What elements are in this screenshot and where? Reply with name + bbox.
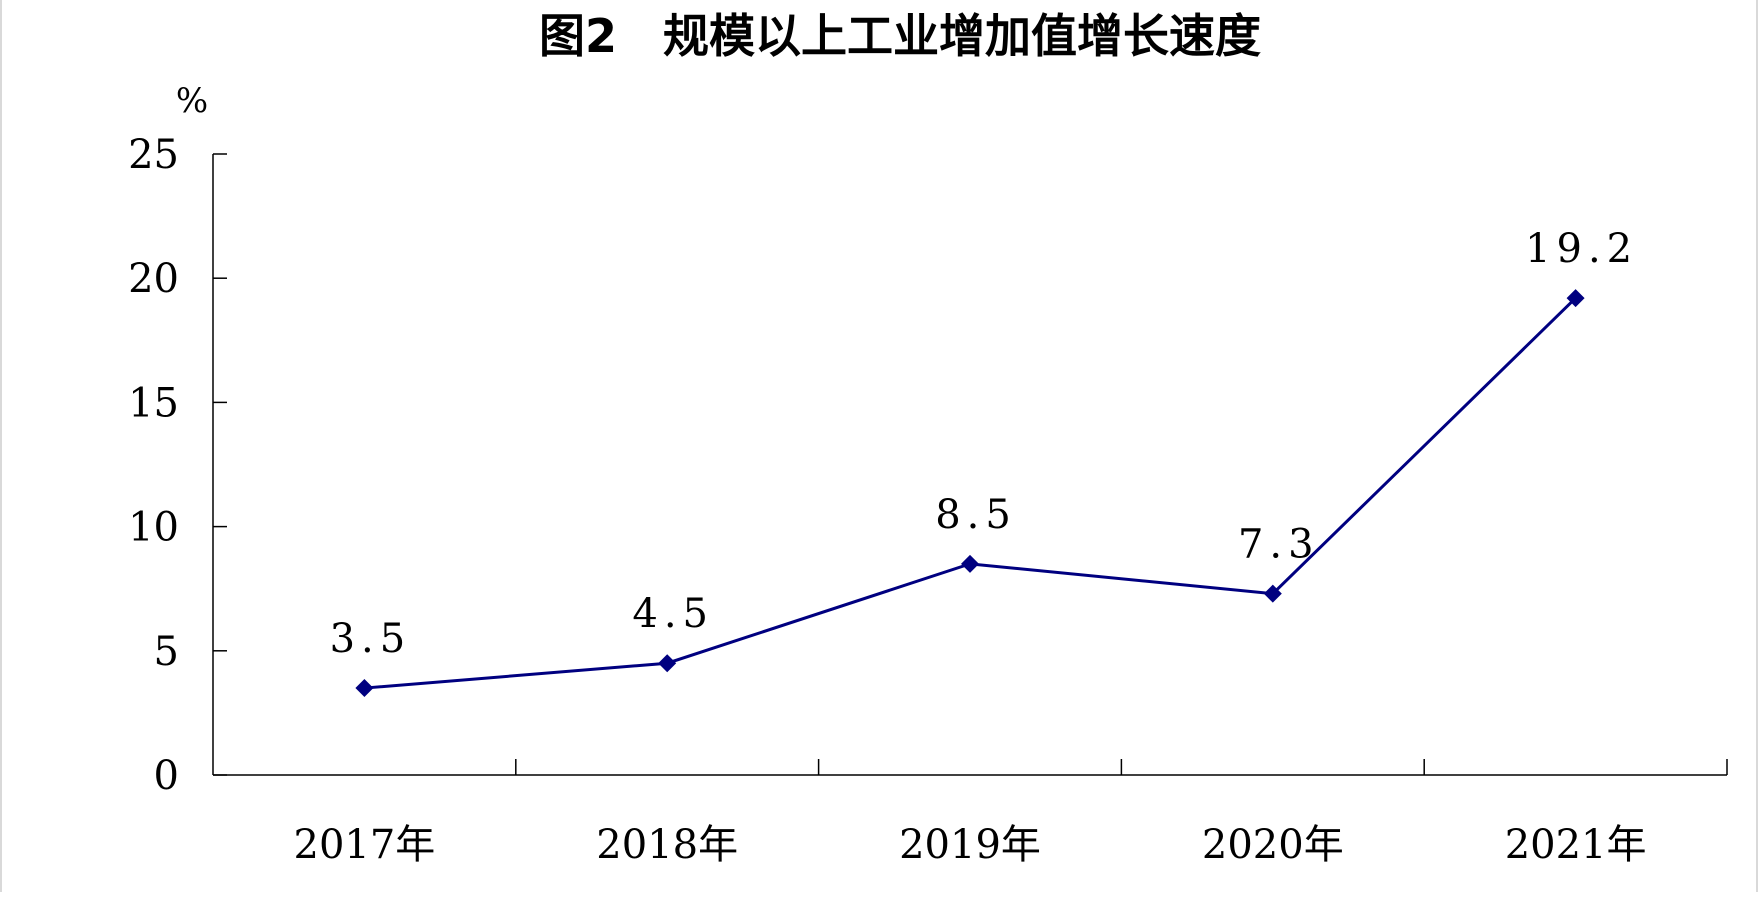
y-tick-label: 15 [128,380,179,426]
data-point-marker [1263,584,1282,603]
y-tick-label: 20 [128,256,179,302]
x-tick-label: 2020年 [1202,822,1344,868]
x-tick-label: 2021年 [1505,822,1647,868]
data-label: 8.5 [935,492,1017,538]
data-point-marker [961,554,979,573]
x-tick-label: 2017年 [294,822,436,868]
x-tick-label: 2019年 [899,822,1041,868]
left-frame-border [0,0,2,892]
y-tick-label: 0 [154,753,179,799]
series-line-group: 3.5 4.5 8.5 7.3 19.2 [330,226,1638,698]
data-label: 3.5 [330,616,412,662]
data-label: 4.5 [632,591,714,637]
y-tick-label: 25 [128,132,179,178]
data-point-marker [658,654,677,673]
data-label: 19.2 [1525,226,1638,272]
chart-title: 图2 规模以上工业增加值增长速度 [539,9,1261,63]
y-axis-unit-label: % [176,81,208,121]
data-point-marker [355,679,374,698]
x-tick-label: 2018年 [596,822,738,868]
right-frame-border [1756,0,1758,892]
data-label: 7.3 [1238,522,1320,568]
y-tick-label: 5 [154,629,179,675]
data-point-marker [1566,289,1585,308]
y-tick-label: 10 [128,505,179,551]
axes: 0 5 10 15 20 25 2017年 2018年 2019年 2020年 2021年 [128,132,1728,868]
